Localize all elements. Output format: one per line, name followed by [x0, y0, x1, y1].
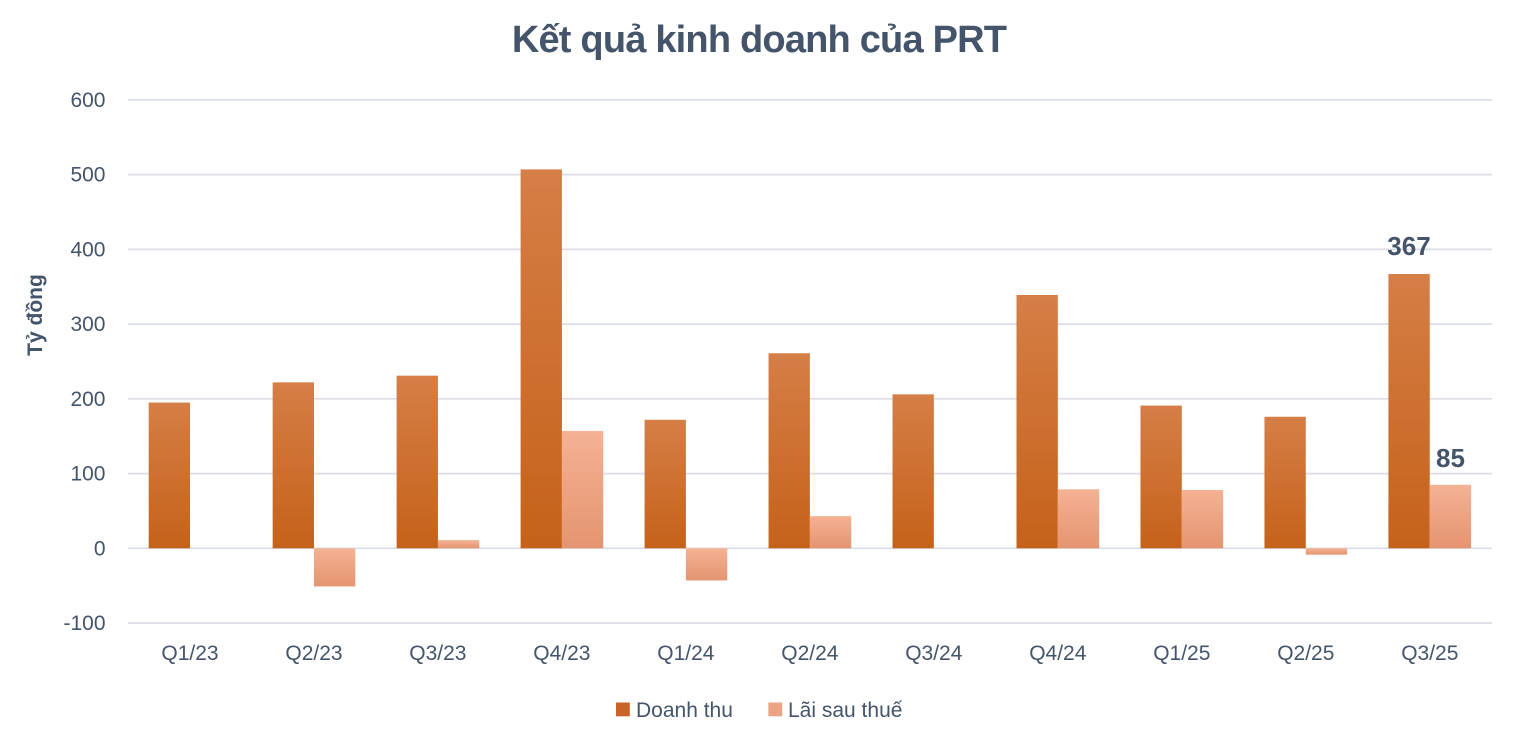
- svg-text:Q1/23: Q1/23: [161, 642, 218, 665]
- svg-text:Tỷ đồng: Tỷ đồng: [24, 274, 47, 356]
- svg-text:Q4/24: Q4/24: [1029, 642, 1087, 665]
- svg-text:Doanh thu: Doanh thu: [636, 699, 733, 722]
- svg-text:367: 367: [1387, 231, 1430, 261]
- svg-text:Lãi sau thuế: Lãi sau thuế: [788, 699, 903, 722]
- svg-text:Q3/24: Q3/24: [905, 642, 963, 665]
- svg-text:Q3/23: Q3/23: [409, 642, 466, 665]
- svg-text:100: 100: [70, 463, 105, 486]
- svg-text:Q1/24: Q1/24: [657, 642, 715, 665]
- svg-text:Q2/25: Q2/25: [1277, 642, 1334, 665]
- svg-text:400: 400: [70, 238, 105, 261]
- svg-text:0: 0: [94, 537, 106, 560]
- svg-text:Q3/25: Q3/25: [1401, 642, 1458, 665]
- svg-text:300: 300: [70, 313, 105, 336]
- svg-text:Kết quả kinh doanh của PRT: Kết quả kinh doanh của PRT: [512, 19, 1007, 61]
- svg-text:Q1/25: Q1/25: [1153, 642, 1210, 665]
- svg-text:Q4/23: Q4/23: [533, 642, 590, 665]
- svg-text:500: 500: [70, 164, 105, 187]
- svg-text:-100: -100: [63, 612, 105, 635]
- svg-text:200: 200: [70, 388, 105, 411]
- svg-text:85: 85: [1436, 443, 1465, 473]
- svg-text:600: 600: [70, 89, 105, 112]
- svg-text:Q2/23: Q2/23: [285, 642, 342, 665]
- svg-text:Q2/24: Q2/24: [781, 642, 839, 665]
